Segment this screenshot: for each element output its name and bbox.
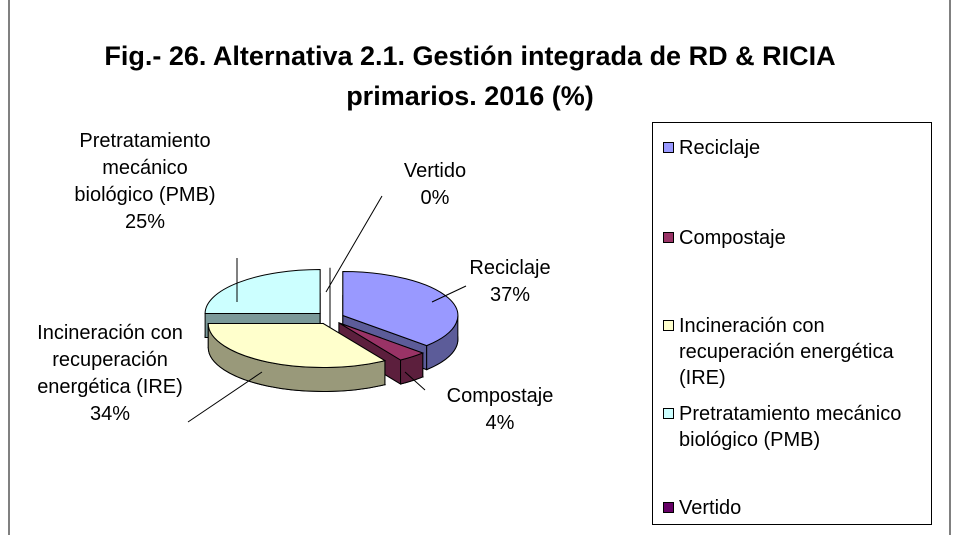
data-label: Incineración con recuperación energética… [20, 320, 200, 428]
legend-label: Compostaje [679, 227, 786, 249]
data-label: Vertido 0% [370, 158, 500, 212]
legend-swatch [663, 502, 674, 513]
data-label-value: 34% [89, 403, 131, 425]
data-label-name: Incineración con recuperación energética… [37, 322, 183, 398]
data-label-value: 0% [420, 187, 450, 209]
leaders [187, 195, 467, 423]
legend-label: Vertido [679, 497, 742, 519]
legend-entry: Incineración con recuperación energética… [663, 313, 934, 391]
chart-title: Fig.- 26. Alternativa 2.1. Gestión integ… [104, 41, 836, 111]
legend-entry: Vertido [663, 495, 934, 521]
slice-top [204, 269, 321, 315]
data-label: Reciclaje 37% [445, 255, 575, 309]
leader-line [404, 371, 426, 391]
legend-entry: Reciclaje [663, 135, 934, 161]
data-label-name: Compostaje [446, 385, 554, 407]
pie [204, 267, 459, 392]
data-label: Compostaje 4% [420, 383, 580, 437]
leader-line [431, 285, 467, 303]
legend: Reciclaje Compostaje Incineración con recu… [652, 122, 932, 525]
legend-label: Reciclaje [679, 137, 761, 159]
data-label-name: Pretratamiento mecánico biológico (PMB) [74, 130, 216, 206]
legend-entry: Pretratamiento mecánico biológico (PMB) [663, 401, 934, 453]
legend-swatch [663, 320, 674, 331]
data-label-value: 37% [489, 284, 531, 306]
data-label-value: 4% [485, 412, 515, 434]
legend-swatch [663, 408, 674, 419]
data-label-name: Vertido [403, 160, 467, 182]
slice-top [338, 322, 425, 361]
slice-top [207, 323, 387, 368]
legend-label: Incineración con recuperación energética… [679, 315, 894, 389]
legend-entry: Compostaje [663, 225, 934, 251]
data-label-name: Reciclaje [469, 257, 551, 279]
legend-swatch [663, 142, 674, 153]
leader-line [187, 371, 263, 423]
legend-label: Pretratamiento mecánico biológico (PMB) [679, 403, 902, 451]
data-label-value: 25% [124, 211, 166, 233]
leader-line [325, 195, 383, 293]
slice-top [342, 270, 459, 347]
data-label: Pretratamiento mecánico biológico (PMB) 2… [60, 128, 230, 236]
slice [207, 322, 387, 392]
legend-swatch [663, 232, 674, 243]
